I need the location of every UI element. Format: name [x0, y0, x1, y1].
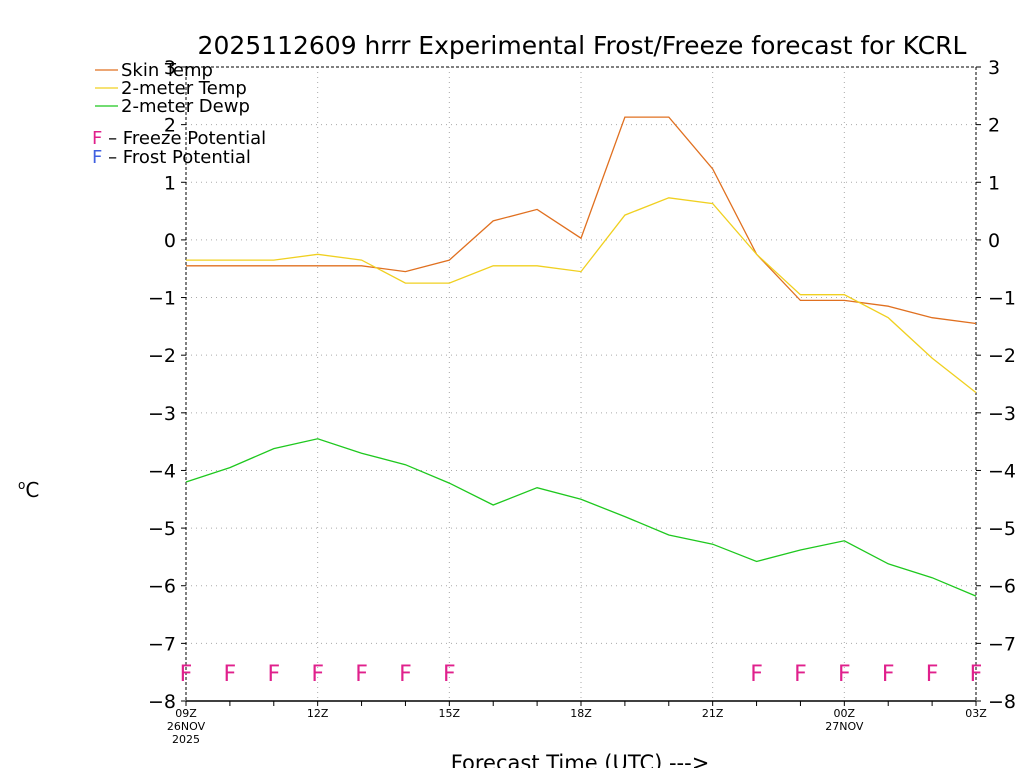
y-tick-label-right: −8 — [988, 691, 1016, 713]
freeze-marker: F — [882, 662, 895, 687]
y-axis-label-unit: C — [25, 478, 39, 502]
y-tick-label-right: −6 — [988, 576, 1016, 598]
freeze-marker: F — [750, 662, 763, 687]
y-tick-label-left: 1 — [164, 172, 176, 194]
y-tick-label-right: 2 — [988, 115, 1000, 137]
freeze-marker: F — [838, 662, 851, 687]
chart-title: 2025112609 hrrr Experimental Frost/Freez… — [198, 31, 967, 60]
freeze-marker: F — [794, 662, 807, 687]
series-lines — [185, 116, 977, 597]
freeze-marker: F — [443, 662, 456, 687]
grid — [186, 67, 976, 701]
legend-label: Skin Temp — [121, 60, 213, 81]
y-tick-label-left: −4 — [148, 460, 176, 482]
y-tick-label-right: −5 — [988, 518, 1016, 540]
axes: −8 −8 −7 −7 −6 −6 −5 −5 −4 −4 −3 −3 −2 −2 −1 −1 0 0 1 1 2 2 3 3… — [148, 57, 1016, 746]
legend-label: 2-meter Temp — [121, 78, 247, 99]
series-line-2-meter-temp — [186, 197, 977, 394]
x-tick-label: 00Z 27NOV — [825, 707, 864, 733]
y-tick-label-left: 2 — [164, 115, 176, 137]
freeze-marker: F — [355, 662, 368, 687]
y-tick-label-left: −1 — [148, 288, 176, 310]
y-tick-label-left: −8 — [148, 691, 176, 713]
legend-label: 2-meter Dewp — [121, 96, 250, 117]
y-tick-label-left: −7 — [148, 633, 176, 655]
y-tick-label-right: −2 — [988, 345, 1016, 367]
x-tick-label: 15Z — [439, 707, 461, 720]
freeze-marker: F — [180, 662, 193, 687]
freeze-marker: F — [224, 662, 237, 687]
series-line-2-meter-dewp — [185, 438, 977, 597]
series-line-skin-temp — [186, 116, 977, 325]
y-tick-label-left: −5 — [148, 518, 176, 540]
y-tick-label-right: −4 — [988, 460, 1016, 482]
y-tick-label-left: −6 — [148, 576, 176, 598]
freeze-marker: F — [970, 662, 983, 687]
legend-note: F – Freeze Potential — [92, 128, 266, 149]
x-tick-label: 21Z — [702, 707, 724, 720]
y-tick-label-left: 0 — [164, 230, 176, 252]
y-axis-label-degree: o — [18, 478, 25, 492]
freeze-marker: F — [399, 662, 412, 687]
freeze-marker: F — [311, 662, 324, 687]
x-tick-label: 12Z — [307, 707, 329, 720]
y-tick-label-right: 3 — [988, 57, 1000, 79]
y-tick-label-right: 1 — [988, 172, 1000, 194]
x-axis-label: Forecast Time (UTC) ---> — [451, 751, 710, 768]
y-axis-label: oC — [18, 478, 39, 502]
x-tick-label: 18Z — [570, 707, 592, 720]
legend-note: F – Frost Potential — [92, 147, 251, 168]
y-tick-label-right: −1 — [988, 288, 1016, 310]
freeze-marker: F — [926, 662, 939, 687]
y-tick-label-right: −7 — [988, 633, 1016, 655]
y-tick-label-left: 3 — [164, 57, 176, 79]
x-tick-label: 09Z 26NOV 2025 — [167, 707, 206, 746]
freeze-marker: F — [267, 662, 280, 687]
x-tick-label: 03Z — [965, 707, 987, 720]
y-tick-label-left: −2 — [148, 345, 176, 367]
y-tick-label-right: −3 — [988, 403, 1016, 425]
y-tick-label-left: −3 — [148, 403, 176, 425]
y-tick-label-right: 0 — [988, 230, 1000, 252]
